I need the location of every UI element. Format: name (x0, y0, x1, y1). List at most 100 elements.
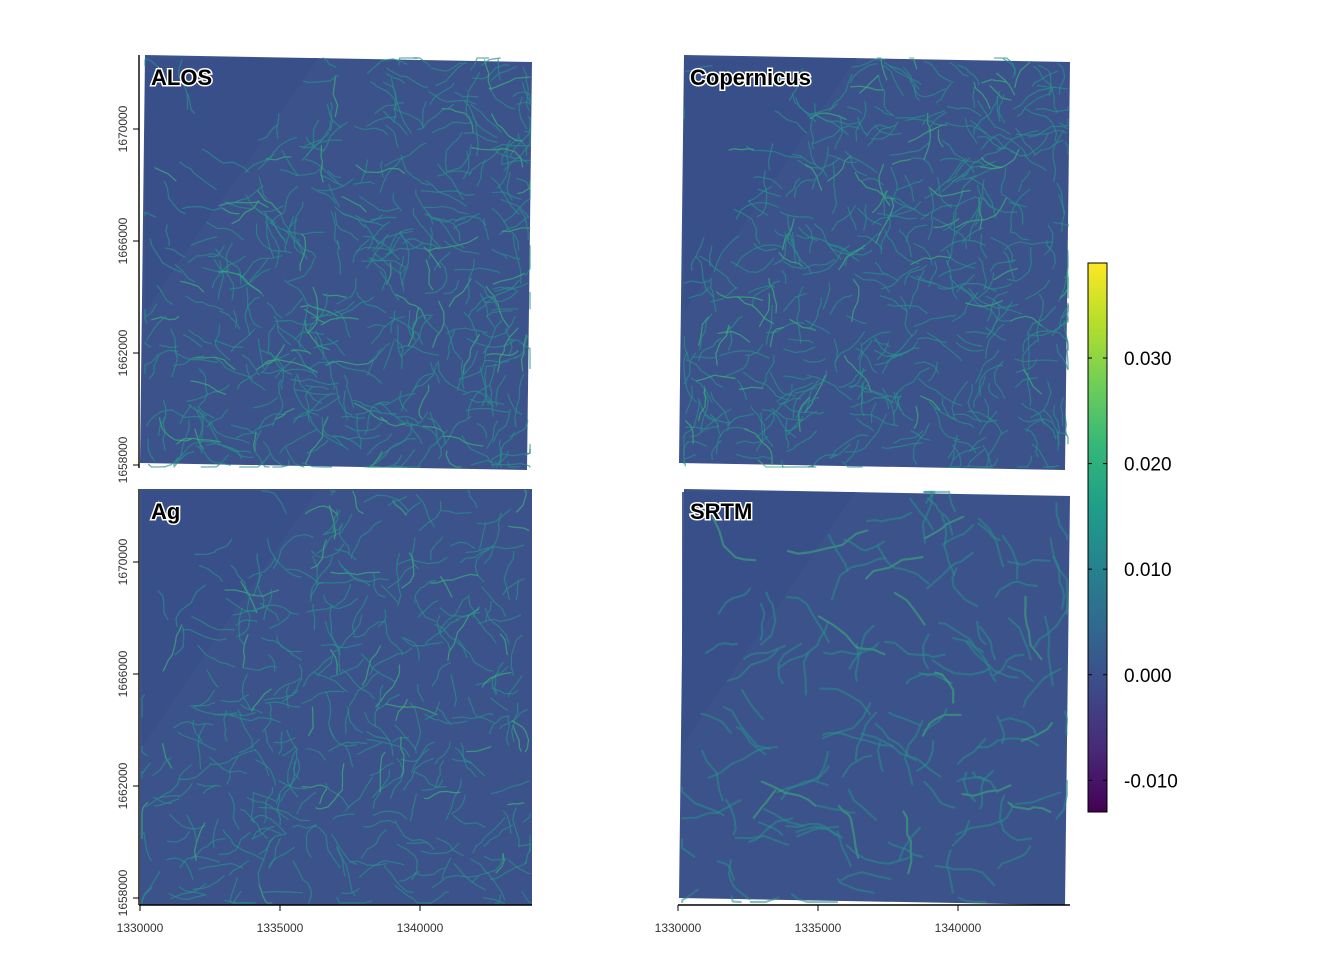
drainage-channel (188, 403, 208, 417)
drainage-channel (409, 701, 422, 750)
drainage-channel (920, 395, 941, 411)
drainage-channel (894, 592, 926, 626)
colorbar-tick: 0.010 (1088, 560, 1172, 581)
drainage-channel (802, 358, 826, 363)
drainage-channel (253, 552, 261, 597)
drainage-channel (717, 587, 752, 615)
drainage-channel (874, 106, 895, 117)
drainage-channel (484, 601, 492, 623)
drainage-channel (1052, 130, 1064, 182)
drainage-channel (335, 845, 356, 896)
y-tick-label: 1670000 (116, 538, 130, 585)
drainage-channel (470, 103, 502, 133)
drainage-channel (874, 125, 903, 136)
drainage-channel (498, 215, 529, 236)
drainage-channel (141, 745, 148, 757)
drainage-channel (143, 832, 152, 861)
y-axis-top: 1670000 1666000 1662000 1658000 (116, 55, 140, 483)
drainage-channel (680, 888, 700, 904)
drainage-channel (316, 513, 353, 555)
drainage-channel (218, 201, 269, 208)
drainage-channel (685, 385, 694, 415)
drainage-channel (347, 706, 364, 734)
drainage-channel (235, 422, 275, 439)
drainage-channel (401, 636, 444, 647)
drainage-channel (280, 215, 305, 256)
drainage-channel (396, 556, 448, 566)
drainage-channel (773, 228, 792, 266)
drainage-channel (439, 596, 469, 633)
drainage-channel (1027, 322, 1034, 370)
drainage-channel (822, 642, 880, 656)
drainage-channel (202, 784, 222, 795)
drainage-channel (344, 422, 383, 432)
drainage-channel (937, 621, 984, 653)
drainage-channel (214, 324, 231, 361)
drainage-channel (1046, 239, 1057, 270)
drainage-channel (309, 555, 334, 599)
drainage-channel (163, 180, 187, 215)
drainage-channel (846, 106, 862, 114)
drainage-channel (300, 304, 339, 317)
drainage-channel (967, 449, 985, 468)
y-tick-label: 1666000 (116, 650, 130, 697)
drainage-channel (759, 591, 777, 646)
drainage-channel (149, 238, 183, 273)
drainage-channel (400, 316, 432, 358)
drainage-channel (1030, 380, 1052, 419)
drainage-channel (370, 315, 405, 345)
drainage-channel (877, 57, 888, 81)
drainage-channel (417, 430, 448, 468)
drainage-channel (928, 260, 938, 287)
drainage-channel (1055, 779, 1069, 820)
drainage-channel (822, 282, 831, 310)
drainage-channel (740, 688, 764, 721)
x-tick-1340000-left: 1340000 (397, 905, 444, 935)
drainage-channel (826, 243, 860, 262)
drainage-channel (501, 227, 531, 233)
drainage-channel (486, 420, 498, 449)
drainage-channel (432, 300, 445, 348)
drainage-channel (1010, 315, 1043, 327)
drainage-channel (686, 359, 724, 388)
drainage-channel (417, 683, 424, 702)
drainage-channel (373, 252, 403, 275)
drainage-channel (846, 315, 867, 324)
drainage-channel (367, 324, 387, 329)
y-tick-1662000-bottom: 1662000 (116, 762, 139, 809)
drainage-channel (726, 648, 779, 682)
drainage-channel (757, 821, 784, 837)
drainage-channel (384, 620, 404, 656)
drainage-channel (170, 328, 178, 378)
drainage-channel (955, 342, 985, 352)
drainage-channel (286, 748, 299, 798)
drainage-channel (181, 628, 227, 641)
drainage-channel (481, 586, 507, 617)
drainage-channel (191, 615, 235, 631)
drainage-channel (374, 102, 405, 114)
drainage-channel (301, 784, 327, 789)
drainage-channel (767, 143, 774, 171)
drainage-channel (774, 110, 808, 134)
drainage-channel (268, 654, 276, 672)
drainage-channel (255, 759, 277, 786)
colorbar-tick: 0.030 (1088, 349, 1172, 370)
drainage-channel (258, 884, 273, 904)
drainage-channel (330, 571, 381, 576)
drainage-channel (224, 899, 256, 904)
drainage-channel (173, 720, 214, 729)
drainage-channel (490, 176, 520, 215)
drainage-channel (320, 300, 355, 317)
drainage-channel (903, 264, 927, 286)
drainage-channel (840, 870, 892, 882)
drainage-channel (366, 738, 410, 758)
drainage-channel (887, 303, 928, 314)
drainage-channel (450, 673, 457, 707)
drainage-channel (443, 323, 462, 360)
drainage-channel (788, 68, 803, 102)
drainage-channel (147, 438, 156, 462)
drainage-channel (424, 701, 441, 721)
drainage-channel (304, 384, 329, 390)
drainage-channel (329, 490, 336, 496)
drainage-channel (177, 782, 193, 798)
